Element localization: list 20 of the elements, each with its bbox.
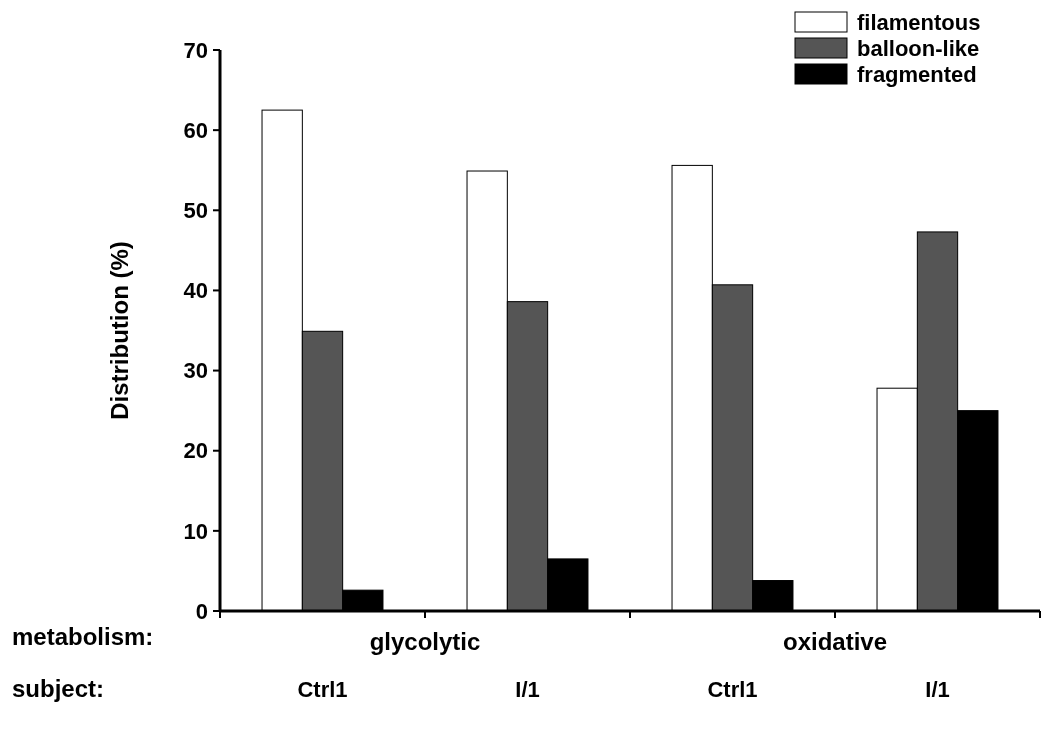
y-tick-label: 50 (183, 197, 208, 223)
y-tick-label: 20 (183, 438, 208, 464)
text: oxidative (782, 628, 888, 655)
legend-label: fragmented (857, 61, 977, 87)
text: glycolytic (369, 628, 481, 655)
y-tick-label: 70 (183, 37, 208, 63)
text: metabolism: (12, 623, 154, 650)
x-tick-label: Ctrl1 (707, 677, 758, 702)
x-tick-label: I/1 (925, 677, 950, 702)
y-tick-label: 0 (195, 598, 208, 624)
y-tick-label: 60 (183, 117, 208, 143)
x-tick-label: Ctrl1 (297, 677, 348, 702)
legend-label: balloon-like (857, 35, 980, 61)
y-tick-label: 30 (183, 358, 208, 384)
y-axis-title: Distribution (%) (106, 241, 133, 420)
y-tick-label: 10 (183, 518, 208, 544)
text: subject: (12, 675, 105, 702)
x-tick-label: I/1 (515, 677, 540, 702)
y-tick-label: 40 (183, 278, 208, 304)
legend-label: filamentous (857, 9, 981, 35)
